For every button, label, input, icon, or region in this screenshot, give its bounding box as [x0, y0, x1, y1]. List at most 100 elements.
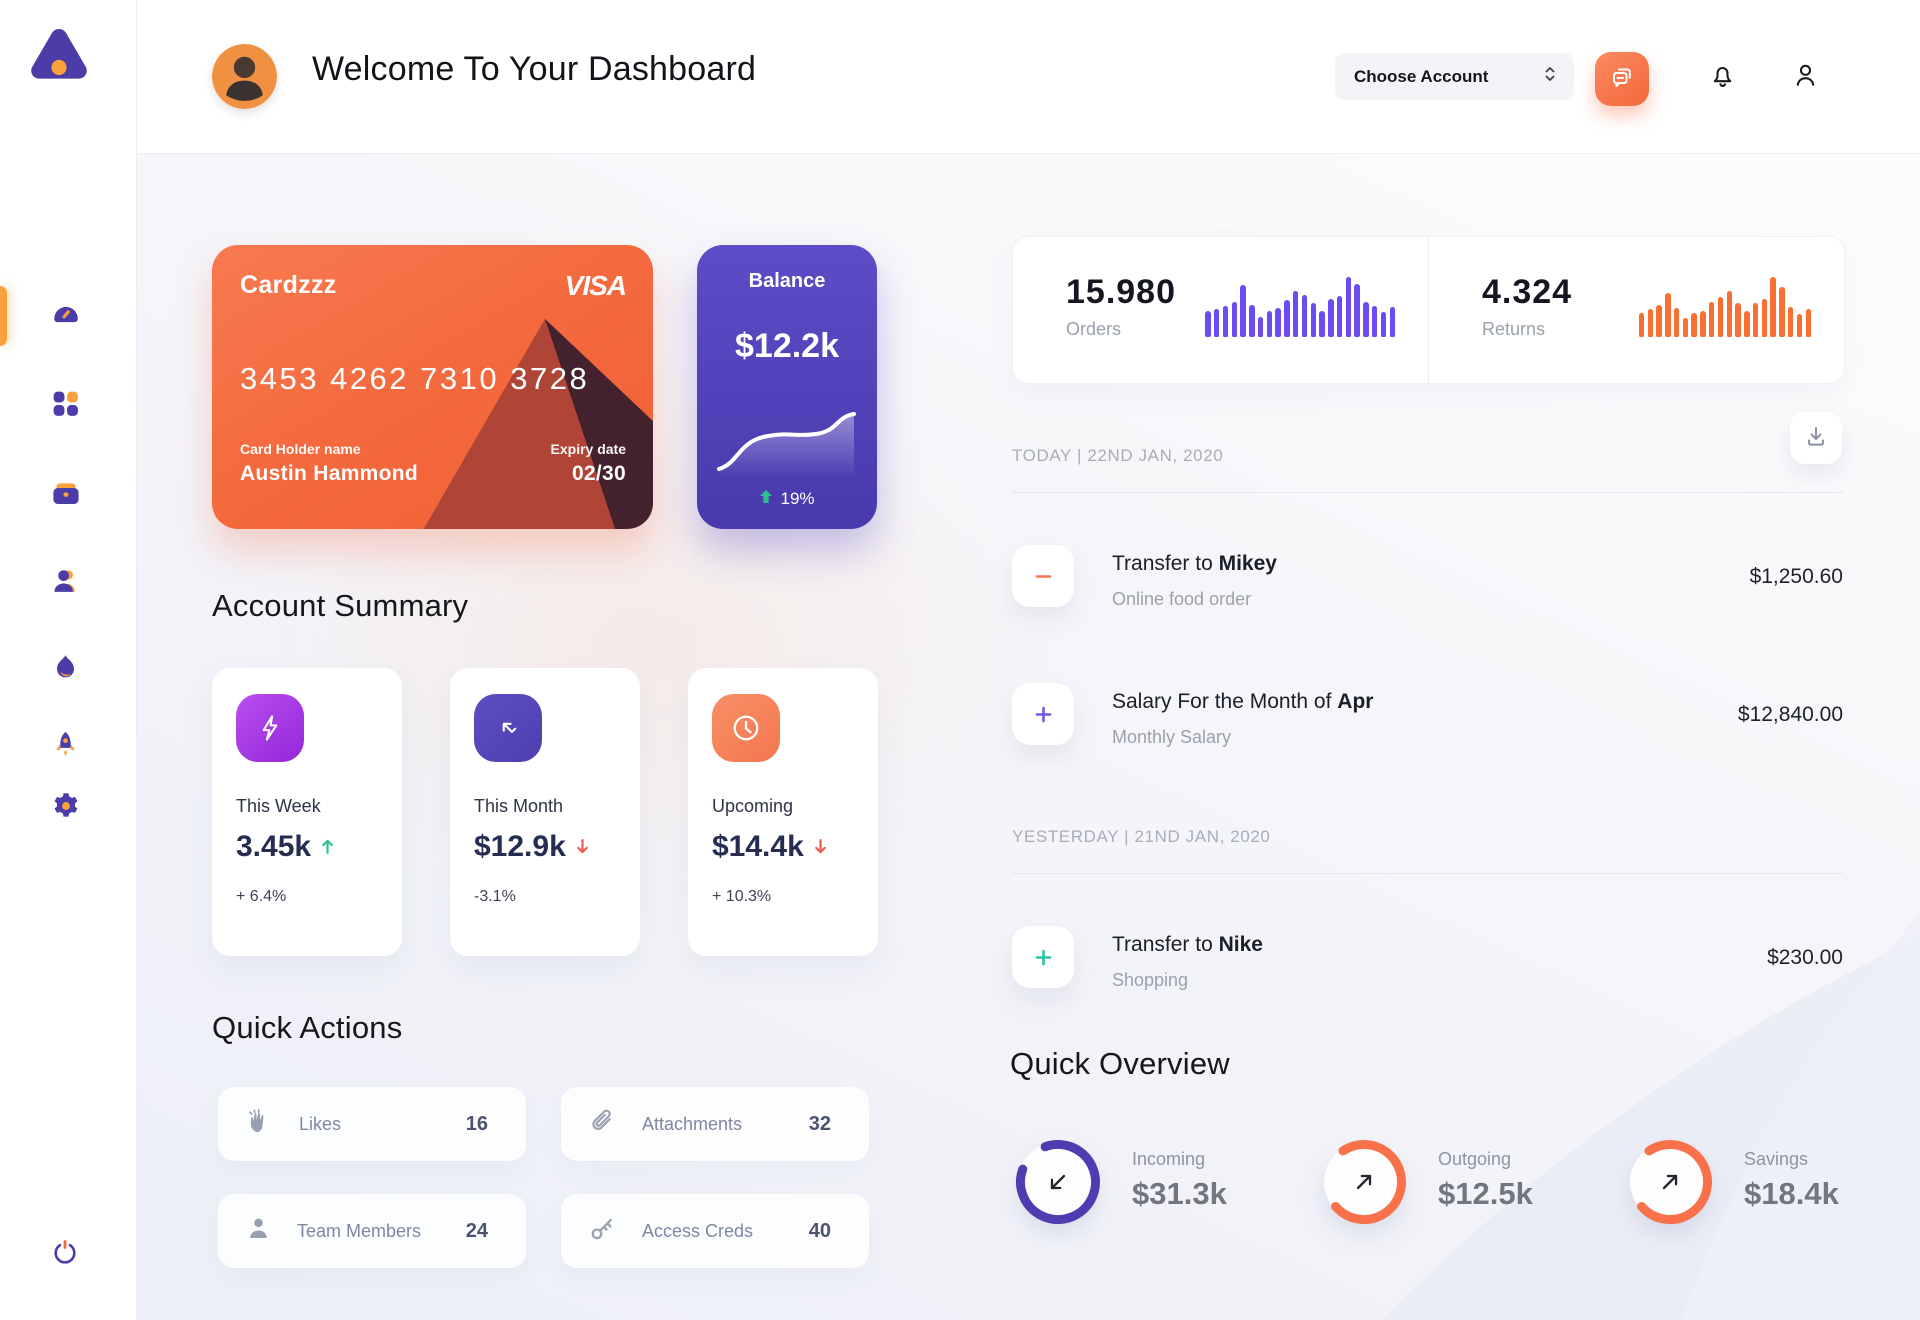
summary-label: This Month [474, 796, 564, 816]
balance-label: Balance [748, 270, 826, 292]
bolt-icon [236, 694, 304, 762]
app-logo [26, 22, 92, 105]
transaction-amount: $1,250.60 [1749, 565, 1843, 588]
page-title: Welcome To Your Dashboard [312, 50, 757, 88]
download-icon [1801, 421, 1831, 456]
card-expiry-label: Expiry date [550, 441, 626, 457]
overview-value: $31.3k [1132, 1176, 1227, 1211]
trend-down-icon [812, 830, 829, 864]
quick-action-label: Access Creds [642, 1220, 754, 1241]
overview-item-savings: Savings $18.4k [1624, 1136, 1920, 1228]
rocket-icon [50, 731, 81, 764]
gear-icon [50, 793, 82, 826]
balance-sparkline [711, 393, 863, 482]
summary-value: $14.4k [712, 830, 854, 864]
transaction-row[interactable]: Transfer to Nike Shopping $230.00 [1012, 926, 1843, 990]
orders-stat: 15.980 Orders [1013, 237, 1428, 383]
briefcase-icon [50, 483, 82, 513]
transaction-group-date: YESTERDAY | 21ND JAN, 2020 [1012, 827, 1271, 846]
plus-icon [1012, 683, 1074, 745]
minus-icon [1012, 545, 1074, 607]
quick-action-label: Attachments [642, 1113, 743, 1134]
trend-down-icon [574, 830, 591, 864]
sidebar-item-apps[interactable] [50, 388, 86, 424]
summary-value: $12.9k [474, 830, 616, 864]
sidebar-item-logout[interactable] [50, 1238, 86, 1274]
savings-donut [1624, 1136, 1716, 1228]
transaction-row[interactable]: Transfer to Mikey Online food order $1,250… [1012, 545, 1843, 609]
quick-action-count: 40 [808, 1219, 831, 1242]
notifications-button[interactable] [1702, 58, 1742, 98]
quick-action-attachments[interactable]: Attachments 32 [561, 1087, 869, 1161]
plus-icon [1012, 926, 1074, 988]
returns-label: Returns [1482, 319, 1546, 339]
quick-action-access-creds[interactable]: Access Creds 40 [561, 1194, 869, 1268]
user-icon [50, 570, 81, 601]
overview-value: $18.4k [1744, 1176, 1839, 1211]
transaction-row[interactable]: Salary For the Month of Apr Monthly Salar… [1012, 683, 1843, 747]
card-holder-name: Austin Hammond [240, 462, 419, 485]
clock-icon [712, 694, 780, 762]
account-select[interactable]: Choose Account [1335, 53, 1574, 100]
trend-up-icon [319, 830, 336, 864]
sidebar-item-work[interactable] [50, 477, 86, 513]
summary-card-this-month: This Month $12.9k -3.1% [450, 668, 640, 956]
returns-bar-chart [1638, 277, 1811, 337]
sidebar-item-launch[interactable] [50, 729, 86, 765]
paperclip-icon [587, 1106, 618, 1142]
sidebar-item-settings[interactable] [50, 790, 86, 826]
dashboard-icon [50, 306, 82, 336]
quick-action-count: 24 [465, 1219, 488, 1242]
summary-value: 3.45k [236, 830, 378, 864]
chevron-updown-icon [1542, 65, 1558, 88]
returns-value: 4.324 [1482, 273, 1573, 311]
quick-action-team-members[interactable]: Team Members 24 [218, 1194, 526, 1268]
card-holder-label: Card Holder name [240, 441, 361, 457]
card-expiry-value: 02/30 [571, 462, 626, 485]
download-button[interactable] [1790, 412, 1842, 464]
overview-label: Savings [1744, 1149, 1809, 1169]
overview-label: Outgoing [1438, 1149, 1512, 1169]
transaction-title: Salary For the Month of Apr [1112, 690, 1374, 713]
header: Welcome To Your Dashboard Choose Account [136, 0, 1920, 154]
transaction-group-date: TODAY | 22ND JAN, 2020 [1012, 446, 1224, 465]
summary-label: Upcoming [712, 796, 794, 816]
active-nav-indicator [0, 286, 7, 346]
chat-button[interactable] [1595, 52, 1649, 106]
sidebar [0, 0, 137, 1320]
transaction-title: Transfer to Mikey [1112, 552, 1277, 575]
balance-card: Balance $12.2k 19% [697, 245, 877, 529]
summary-delta: + 6.4% [236, 888, 287, 905]
flame-icon [50, 655, 81, 687]
card-number: 3453 4262 7310 3728 [240, 361, 590, 396]
balance-change: 19% [780, 489, 815, 508]
summary-label: This Week [236, 796, 321, 816]
quick-actions-grid: Likes 16 Attachments 32 Team Members 24 Access… [218, 1087, 869, 1268]
outgoing-donut [1318, 1136, 1410, 1228]
key-icon [587, 1213, 618, 1249]
quick-action-count: 16 [465, 1112, 488, 1135]
orders-label: Orders [1066, 319, 1122, 339]
clap-icon [244, 1106, 275, 1142]
user-icon [1789, 59, 1822, 97]
incoming-donut [1012, 1136, 1104, 1228]
card-name: Cardzzz [240, 271, 337, 299]
profile-button[interactable] [1785, 58, 1825, 98]
sidebar-item-activity[interactable] [50, 652, 86, 688]
member-icon [244, 1214, 273, 1248]
sidebar-item-users[interactable] [50, 566, 86, 602]
transaction-title: Transfer to Nike [1112, 933, 1263, 956]
sidebar-item-dashboard[interactable] [50, 300, 86, 336]
transaction-subtitle: Shopping [1112, 970, 1189, 990]
account-summary-cards: This Week 3.45k + 6.4% This Month $12.9k -3.1… [212, 668, 878, 956]
quick-action-likes[interactable]: Likes 16 [218, 1087, 526, 1161]
overview-value: $12.5k [1438, 1176, 1533, 1211]
summary-card-upcoming: Upcoming $14.4k + 10.3% [688, 668, 878, 956]
quick-action-count: 32 [808, 1112, 831, 1135]
chat-icon [1607, 62, 1637, 97]
overview-item-outgoing: Outgoing $12.5k [1318, 1136, 1618, 1228]
avatar[interactable] [212, 44, 277, 109]
trend-up-icon [759, 489, 773, 509]
transaction-amount: $230.00 [1767, 946, 1843, 969]
